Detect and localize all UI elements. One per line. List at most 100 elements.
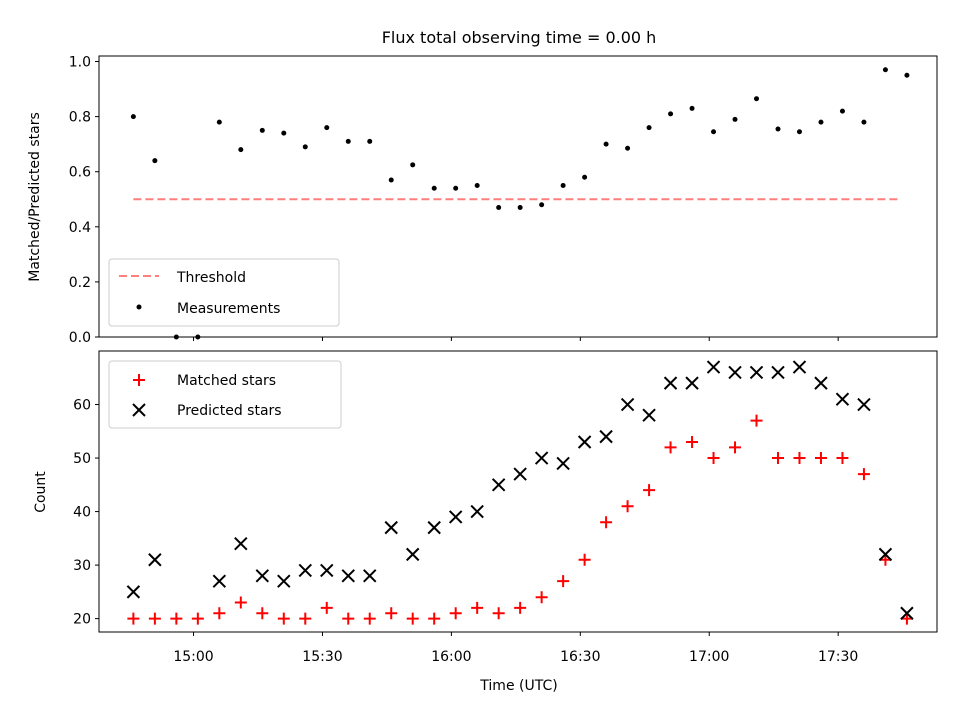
bottom-panel: 20 30 40 50 60 15:00 15:30 16:00 16:30 17:00 17:3… xyxy=(33,350,938,694)
bottom-y-tick-label: 30 xyxy=(73,558,91,574)
predicted-star-point xyxy=(728,365,742,380)
measurement-point xyxy=(582,174,588,180)
measurement-point xyxy=(367,138,373,144)
matched-star-point xyxy=(234,596,247,609)
predicted-star-point xyxy=(470,504,484,519)
legend-predicted-marker xyxy=(132,403,146,417)
predicted-star-point xyxy=(126,585,141,599)
measurement-point xyxy=(474,182,480,188)
matched-star-point xyxy=(535,591,548,604)
measurement-point xyxy=(324,125,330,131)
measurement-point xyxy=(216,119,222,125)
measurement-point xyxy=(732,116,738,122)
top-legend-box xyxy=(108,258,340,327)
bottom-y-tick-label: 40 xyxy=(73,505,91,521)
predicted-star-point xyxy=(277,574,291,588)
matched-star-point xyxy=(686,435,699,448)
matched-star-point xyxy=(814,452,827,465)
top-y-tick-label: 0.8 xyxy=(69,110,91,126)
bottom-y-ticks: 20 30 40 50 60 xyxy=(73,398,99,628)
predicted-star-point xyxy=(384,520,398,535)
bottom-x-tick-label: 17:30 xyxy=(818,649,858,665)
measurement-point xyxy=(560,182,566,188)
matched-star-point xyxy=(857,468,870,481)
matched-star-point xyxy=(793,452,806,465)
bottom-x-tick-label: 15:30 xyxy=(302,649,342,665)
matched-star-point xyxy=(385,607,398,620)
matched-star-point xyxy=(449,607,462,620)
predicted-star-point xyxy=(556,456,570,471)
predicted-star-point xyxy=(427,520,441,535)
predicted-star-point xyxy=(298,563,312,578)
matched-star-point xyxy=(729,441,742,454)
legend-measurements-marker xyxy=(136,304,142,310)
predicted-star-point xyxy=(685,376,699,390)
predicted-star-point xyxy=(148,553,162,567)
matched-star-point xyxy=(191,612,204,625)
predicted-star-point xyxy=(255,569,270,583)
predicted-star-point xyxy=(642,408,656,422)
measurement-point xyxy=(754,96,760,102)
predicted-star-point xyxy=(491,478,506,492)
x-axis-label: Time (UTC) xyxy=(479,678,557,694)
measurement-point xyxy=(689,105,695,111)
measurement-point xyxy=(281,130,287,136)
predicted-star-point xyxy=(534,451,549,465)
matched-star-point xyxy=(320,601,333,614)
top-y-ticks: 0.0 0.2 0.4 0.6 0.8 1.0 xyxy=(69,55,99,346)
matched-star-point xyxy=(514,601,527,614)
measurement-point xyxy=(130,114,136,120)
legend-matched-marker xyxy=(133,374,145,386)
predicted-star-point xyxy=(792,360,807,374)
matched-star-point xyxy=(600,516,613,529)
predicted-star-point xyxy=(599,429,613,444)
matched-star-point xyxy=(643,484,656,497)
matched-star-point xyxy=(342,612,355,625)
predicted-star-point xyxy=(320,563,334,578)
bottom-y-axis-label: Count xyxy=(33,471,49,513)
predicted-star-point xyxy=(771,365,785,380)
measurement-point xyxy=(259,127,265,133)
top-y-tick-label: 0.6 xyxy=(69,165,91,181)
predicted-star-point xyxy=(900,606,914,620)
measurement-point xyxy=(152,158,158,164)
matched-star-point xyxy=(621,500,634,513)
predicted-star-point xyxy=(448,510,463,524)
matched-star-point xyxy=(256,607,269,620)
measurement-point xyxy=(302,144,308,150)
bottom-legend: Matched stars Predicted stars xyxy=(108,360,342,429)
matched-star-point xyxy=(148,612,161,625)
measurement-point xyxy=(711,129,717,135)
predicted-star-point xyxy=(878,547,893,562)
predicted-star-point xyxy=(620,397,635,412)
measurement-point xyxy=(388,177,394,183)
measurement-point xyxy=(818,119,824,125)
top-y-tick-label: 0.0 xyxy=(69,330,91,346)
matched-star-point xyxy=(406,612,419,625)
predicted-star-point xyxy=(814,376,828,390)
matched-star-point xyxy=(213,607,226,620)
measurement-point xyxy=(882,67,888,73)
matched-star-point xyxy=(836,452,849,465)
measurement-point xyxy=(839,108,845,114)
measurement-point xyxy=(668,111,674,117)
legend-predicted-label: Predicted stars xyxy=(177,403,282,419)
matched-star-point xyxy=(428,612,441,625)
matched-star-point xyxy=(557,575,570,588)
measurement-point xyxy=(431,185,437,191)
predicted-star-point xyxy=(212,574,227,588)
top-axes-frame xyxy=(98,55,938,338)
bottom-legend-box xyxy=(108,360,342,429)
top-legend: Threshold Measurements xyxy=(108,258,340,327)
bottom-x-tick-label: 16:00 xyxy=(431,649,471,665)
measurement-point xyxy=(453,185,459,191)
measurement-point xyxy=(603,141,609,147)
measurement-point xyxy=(238,147,244,153)
measurement-point xyxy=(410,162,416,168)
top-plot-marks xyxy=(130,67,910,340)
chart-title: Flux total observing time = 0.00 h xyxy=(382,28,657,47)
legend-threshold-label: Threshold xyxy=(176,270,246,286)
top-y-tick-label: 0.2 xyxy=(69,275,91,291)
matched-star-point xyxy=(771,452,784,465)
